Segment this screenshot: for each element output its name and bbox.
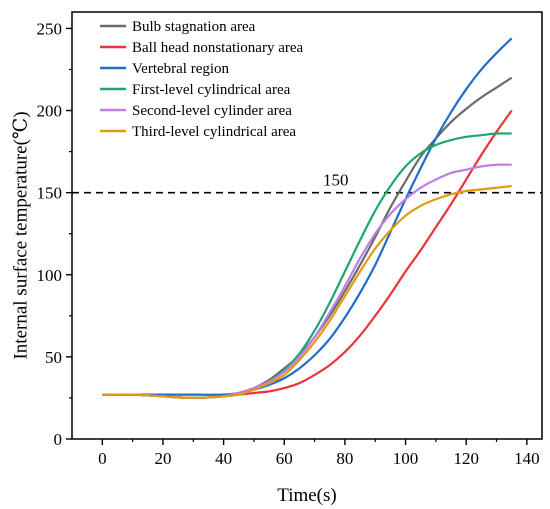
x-tick-label: 120 [453,449,479,468]
legend-label-3: Vertebral region [132,61,230,77]
axes-layer: 0 20 40 60 80 100 120 140 0 50 100 150 200 250 [37,11,543,468]
y-axis-title: Internal surface temperature(℃) [10,111,31,359]
reference-layer: 150 [72,171,542,194]
reference-line-label: 150 [323,171,349,190]
y-tick-label: 50 [45,348,62,367]
legend-label-6: Third-level cylindrical area [132,124,296,140]
y-tick-label: 200 [37,102,63,121]
plot-frame [71,11,543,440]
legend-label-2: Ball head nonstationary area [132,40,304,56]
y-tick-label: 100 [37,266,63,285]
y-tick-label: 250 [37,19,63,38]
x-tick-label: 40 [215,449,232,468]
legend-label-4: First-level cylindrical area [132,82,291,98]
series-line-3 [102,37,513,396]
x-tick-label: 100 [393,449,419,468]
legend: Bulb stagnation area Ball head nonstation… [100,19,304,140]
legend-label-1: Bulb stagnation area [132,19,256,35]
x-tick-label: 20 [154,449,171,468]
series-line-6 [102,184,512,400]
y-tick-label: 0 [54,430,63,449]
x-tick-label: 0 [98,449,107,468]
x-tick-label: 60 [276,449,293,468]
x-tick-label: 140 [514,449,540,468]
y-tick-label: 150 [37,184,63,203]
series-layer [102,37,513,400]
x-axis-title: Time(s) [277,485,336,506]
x-tick-label: 80 [336,449,353,468]
series-line-2 [102,109,513,400]
legend-label-5: Second-level cylinder area [132,103,292,119]
